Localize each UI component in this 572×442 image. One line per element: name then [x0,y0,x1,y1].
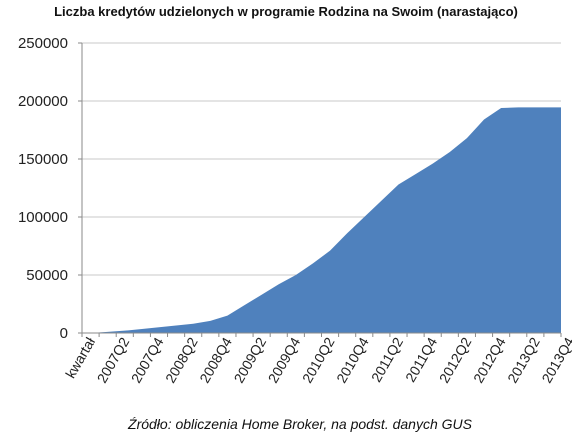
x-axis-ticks: kwartał2007Q22007Q42008Q22008Q42009Q2200… [62,334,572,386]
axes [78,42,562,337]
series-area [82,107,561,333]
source-note: Źródło: obliczenia Home Broker, na podst… [127,416,473,432]
y-tick-label: 150000 [18,151,68,168]
x-tick-label: 2010Q4 [333,334,372,385]
y-tick-label: 0 [60,325,68,342]
y-tick-label: 250000 [18,35,68,52]
x-tick-label: 2011Q4 [402,334,440,384]
x-tick-label: 2013Q4 [538,334,572,385]
y-tick-label: 100000 [18,209,68,226]
y-tick-label: 50000 [26,267,68,284]
y-tick-label: 200000 [18,93,68,110]
x-tick-label: 2011Q2 [368,334,406,384]
y-axis-ticks: 0 50000 100000 150000 200000 250000 [18,35,68,342]
chart-title: Liczba kredytów udzielonych w programie … [54,4,518,19]
